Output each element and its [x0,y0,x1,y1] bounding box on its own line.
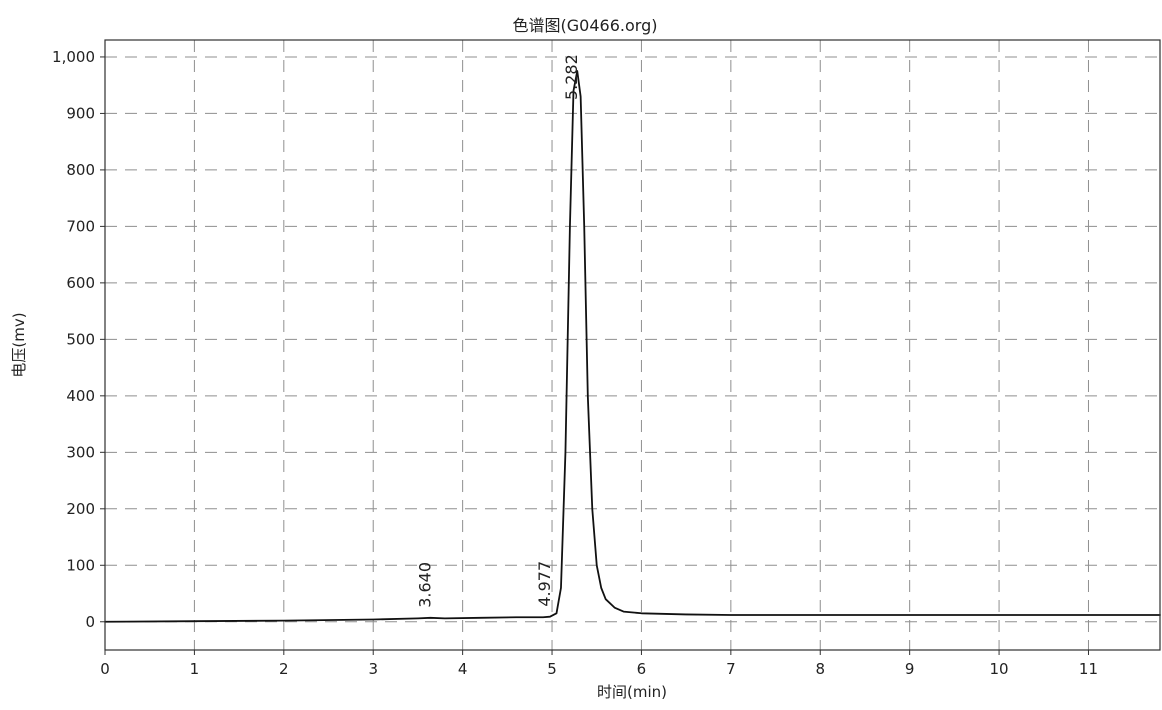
x-tick-label: 4 [458,660,468,678]
x-tick-label: 9 [905,660,915,678]
y-tick-label: 100 [66,556,95,574]
x-tick-label: 1 [190,660,200,678]
x-tick-label: 5 [547,660,557,678]
grid-lines [105,40,1160,650]
x-tick-label: 0 [100,660,110,678]
y-tick-label: 700 [66,217,95,235]
y-tick-label: 200 [66,500,95,518]
peak-labels: 3.640 4.977 5.282 [415,54,581,608]
peak-label: 5.282 [562,54,581,100]
axis-ticks [100,56,1089,655]
x-tick-label: 11 [1079,660,1098,678]
y-tick-label: 600 [66,274,95,292]
y-tick-label: 300 [66,443,95,461]
y-tick-label: 500 [66,330,95,348]
y-tick-label: 800 [66,161,95,179]
x-tick-label: 7 [726,660,736,678]
plot-frame [104,39,1161,651]
chart-title: 色谱图(G0466.org) [513,16,658,35]
y-tick-label: 900 [66,104,95,122]
x-tick-label: 2 [279,660,289,678]
peak-label: 3.640 [415,562,434,608]
peak-label: 4.977 [535,561,554,607]
tick-labels: 0 1 2 3 4 5 6 7 8 9 10 11 0 100 200 300 400 500 600 700 800 9… [52,48,1098,678]
y-tick-label: 400 [66,387,95,405]
x-tick-label: 10 [990,660,1009,678]
x-tick-label: 8 [815,660,825,678]
chromatogram-line [104,70,1161,623]
y-tick-label: 0 [85,613,95,631]
series-group [104,70,1161,623]
x-tick-label: 3 [368,660,378,678]
x-tick-label: 6 [637,660,647,678]
y-tick-label: 1,000 [52,48,95,66]
y-axis-label: 电压(mv) [10,312,28,377]
x-axis-label: 时间(min) [597,683,667,701]
